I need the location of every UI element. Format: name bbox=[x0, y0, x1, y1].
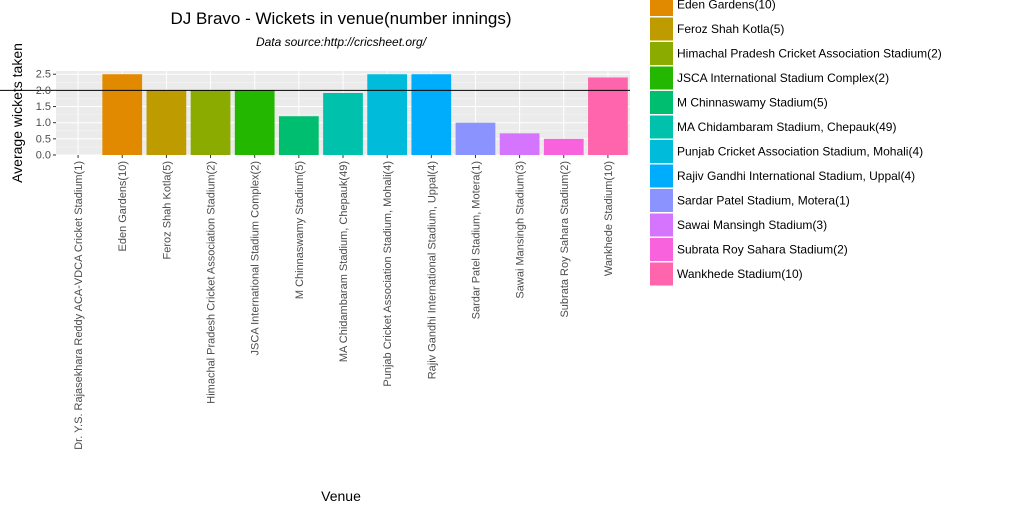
y-axis-label: Average wickets taken bbox=[9, 43, 25, 183]
legend-label: Punjab Cricket Association Stadium, Moha… bbox=[677, 145, 923, 159]
legend-label: Wankhede Stadium(10) bbox=[677, 267, 803, 281]
legend-label: Subrata Roy Sahara Stadium(2) bbox=[677, 243, 848, 257]
legend-key bbox=[650, 66, 673, 90]
legend-key bbox=[650, 42, 673, 65]
x-axis-label: Venue bbox=[321, 488, 361, 504]
y-tick-label: 1.0 bbox=[36, 117, 51, 129]
x-tick-label: Rajiv Gandhi International Stadium, Uppa… bbox=[426, 161, 438, 379]
legend-label: MA Chidambaram Stadium, Chepauk(49) bbox=[677, 120, 896, 134]
bar bbox=[543, 138, 584, 155]
legend-key bbox=[650, 189, 673, 212]
legend-key bbox=[650, 262, 673, 286]
legend-key bbox=[650, 140, 673, 163]
legend-key bbox=[650, 164, 673, 188]
chart-title: DJ Bravo - Wickets in venue(number innin… bbox=[170, 9, 511, 28]
x-tick-label: Sawai Mansingh Stadium(3) bbox=[515, 161, 527, 299]
bar bbox=[102, 74, 143, 155]
x-tick-label: Feroz Shah Kotla(5) bbox=[161, 161, 173, 259]
legend-key bbox=[650, 115, 673, 139]
bar bbox=[278, 116, 319, 155]
x-tick-label: Punjab Cricket Association Stadium, Moha… bbox=[382, 161, 394, 387]
bar bbox=[455, 122, 496, 155]
legend-label: Eden Gardens(10) bbox=[677, 0, 776, 12]
legend-label: Sardar Patel Stadium, Motera(1) bbox=[677, 194, 850, 208]
bar bbox=[411, 74, 452, 155]
x-tick-label: Dr. Y.S. Rajasekhara Reddy ACA-VDCA Cric… bbox=[73, 161, 85, 450]
bar bbox=[367, 74, 408, 155]
bar bbox=[499, 133, 540, 155]
legend-label: Sawai Mansingh Stadium(3) bbox=[677, 218, 827, 232]
legend-key bbox=[650, 238, 673, 261]
chart-subtitle: Data source:http://cricsheet.org/ bbox=[256, 35, 428, 49]
y-tick-label: 2.0 bbox=[36, 85, 51, 97]
y-tick-label: 2.5 bbox=[36, 69, 51, 81]
y-tick-label: 0.5 bbox=[36, 133, 51, 145]
x-tick-label: Subrata Roy Sahara Stadium(2) bbox=[559, 161, 571, 318]
y-tick-label: 1.5 bbox=[36, 101, 51, 113]
legend: Eden Gardens(10) Feroz Shah Kotla(5) Himac… bbox=[650, 0, 942, 286]
legend-key bbox=[650, 91, 673, 114]
legend-label: Rajiv Gandhi International Stadium, Uppa… bbox=[677, 169, 915, 183]
bar bbox=[146, 90, 187, 155]
legend-key bbox=[650, 213, 673, 237]
legend-key bbox=[650, 17, 673, 41]
x-tick-label: Himachal Pradesh Cricket Association Sta… bbox=[206, 161, 218, 404]
x-tick-label: Eden Gardens(10) bbox=[117, 161, 129, 252]
x-tick-label: Wankhede Stadium(10) bbox=[603, 161, 615, 276]
y-tick-label: 0.0 bbox=[36, 150, 51, 162]
bar bbox=[588, 77, 628, 155]
bar bbox=[323, 92, 363, 155]
x-tick-label: Sardar Patel Stadium, Motera(1) bbox=[470, 161, 482, 319]
bar bbox=[234, 90, 275, 155]
legend-label: Feroz Shah Kotla(5) bbox=[677, 22, 784, 36]
x-tick-label: MA Chidambaram Stadium, Chepauk(49) bbox=[338, 161, 350, 362]
bar bbox=[190, 90, 231, 155]
x-tick-label: M Chinnaswamy Stadium(5) bbox=[294, 161, 306, 299]
legend-key bbox=[650, 0, 673, 16]
legend-label: M Chinnaswamy Stadium(5) bbox=[677, 96, 828, 110]
x-tick-label: JSCA International Stadium Complex(2) bbox=[250, 161, 262, 355]
legend-label: JSCA International Stadium Complex(2) bbox=[677, 71, 889, 85]
legend-label: Himachal Pradesh Cricket Association Sta… bbox=[677, 47, 942, 61]
